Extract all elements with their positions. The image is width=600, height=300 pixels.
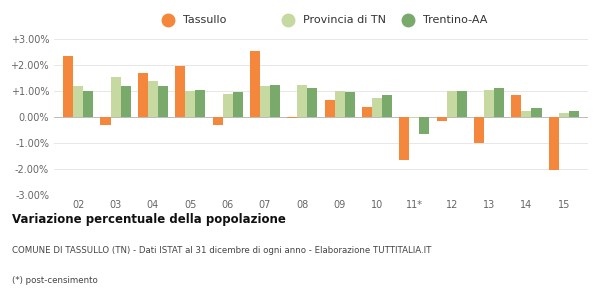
Bar (63, 56, 73, 117)
Bar (73, 86, 83, 117)
Bar (185, 91, 196, 117)
Bar (138, 73, 148, 117)
Bar (382, 95, 392, 117)
Text: Variazione percentuale della popolazione: Variazione percentuale della popolazione (12, 213, 286, 226)
Text: Provincia di TN: Provincia di TN (303, 15, 386, 25)
Bar (287, 117, 297, 118)
Bar (474, 117, 484, 143)
Bar (437, 117, 446, 121)
Bar (521, 110, 532, 117)
Text: (*) post-censimento: (*) post-censimento (12, 276, 98, 285)
Bar (148, 81, 158, 117)
Bar (223, 94, 233, 117)
Bar (83, 91, 94, 117)
Bar (196, 90, 205, 117)
Bar (100, 117, 110, 125)
Bar (250, 51, 260, 117)
Bar (121, 86, 131, 117)
Bar (511, 95, 521, 117)
Bar (484, 90, 494, 117)
Bar (260, 86, 270, 117)
Bar (457, 91, 467, 117)
Bar (494, 88, 504, 117)
Bar (325, 100, 335, 117)
Bar (158, 86, 168, 117)
Bar (569, 110, 579, 117)
Bar (559, 113, 569, 117)
Bar (419, 117, 430, 134)
Bar (446, 91, 457, 117)
Text: Trentino-AA: Trentino-AA (423, 15, 487, 25)
Bar (175, 66, 185, 117)
Text: COMUNE DI TASSULLO (TN) - Dati ISTAT al 31 dicembre di ogni anno - Elaborazione : COMUNE DI TASSULLO (TN) - Dati ISTAT al … (12, 246, 431, 255)
Bar (399, 117, 409, 160)
Bar (362, 106, 372, 117)
Bar (307, 88, 317, 117)
Bar (345, 92, 355, 117)
Bar (532, 108, 542, 117)
Bar (212, 117, 223, 125)
Bar (110, 77, 121, 117)
Bar (335, 91, 345, 117)
Bar (372, 98, 382, 117)
Bar (233, 92, 243, 117)
Bar (270, 85, 280, 117)
Bar (409, 117, 419, 118)
Text: Tassullo: Tassullo (183, 15, 226, 25)
Bar (548, 117, 559, 170)
Bar (297, 85, 307, 117)
